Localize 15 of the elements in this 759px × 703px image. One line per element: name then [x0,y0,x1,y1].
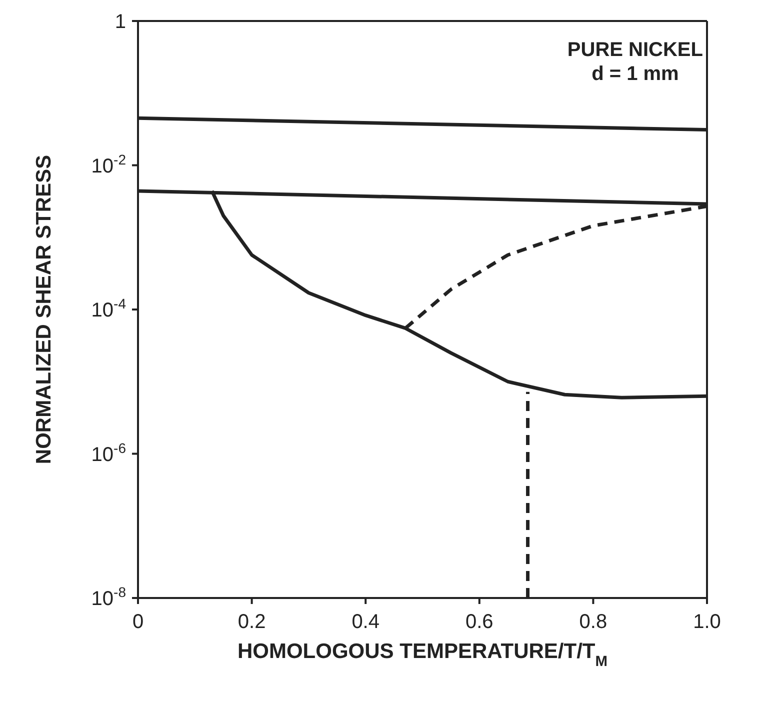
x-tick-label: 0 [132,611,144,633]
y-tick-label: 10$^{-2}$ [91,151,126,178]
annotation: PURE NICKEL [567,38,703,62]
y-tick-label: 10$^{-6}$ [91,440,126,466]
annotation: d = 1 mm [590,62,680,86]
y-tick-label: 10$^{-4}$ [91,296,126,322]
y-axis-title: NORMALIZED SHEAR STRESS [32,154,56,464]
x-tick-label: 0.8 [579,611,608,633]
x-tick-label: 0.4 [352,611,380,633]
x-axis-title: HOMOLOGOUS TEMPERATURE/T/T$_{M}$ [237,640,608,670]
x-tick-label: 1.0 [693,611,721,633]
y-tick-label: 1 [114,11,126,33]
x-tick-label: 0.2 [238,611,266,633]
y-tick-label: 10$^{-8}$ [91,584,126,610]
x-tick-label: 0.6 [465,611,494,633]
